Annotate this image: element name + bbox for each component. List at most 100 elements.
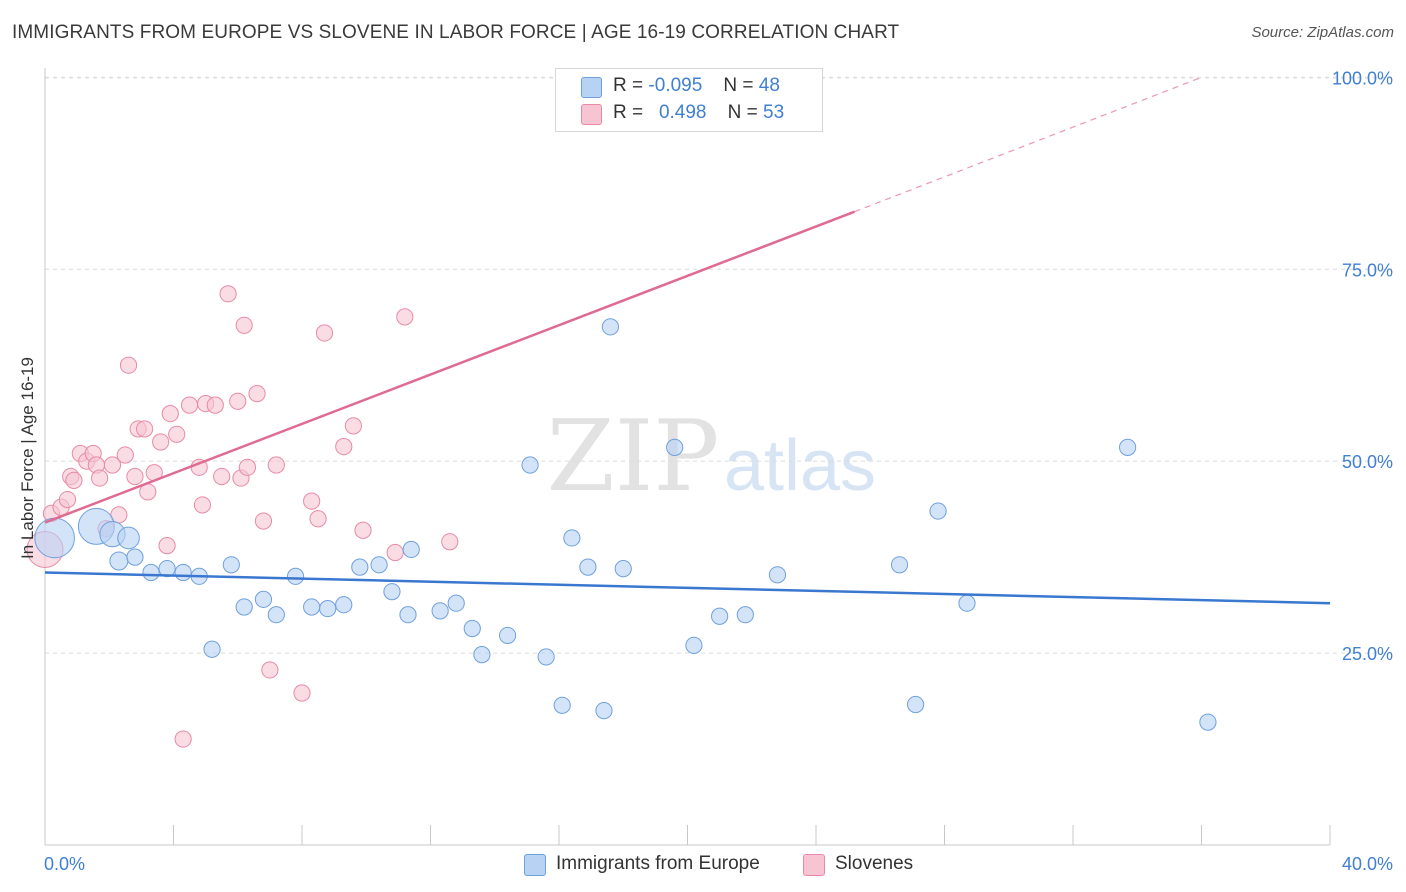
slovenes-point <box>58 490 77 509</box>
pink-swatch <box>581 104 602 125</box>
n-value: 48 <box>758 75 780 96</box>
correlation-legend: R = -0.095 N = 48 R = 0.498 N = 53 <box>555 68 823 132</box>
y-tick-label: 75.0% <box>1342 260 1393 280</box>
slovenes-point <box>213 467 231 486</box>
immigrants-point <box>447 594 465 612</box>
immigrants-point <box>431 602 449 620</box>
immigrants-point <box>1119 438 1137 456</box>
slovenes-point <box>335 437 353 456</box>
immigrants-point <box>235 598 253 616</box>
blue-swatch <box>524 854 546 876</box>
slovenes-point <box>309 510 327 528</box>
slovenes-trend-line <box>44 210 855 524</box>
immigrants-point <box>579 558 597 576</box>
slovenes-point <box>119 356 138 374</box>
immigrants-point <box>142 563 160 582</box>
slovenes-point <box>193 496 212 514</box>
immigrants-point <box>402 540 420 559</box>
immigrants-point <box>267 606 285 624</box>
axes <box>44 68 1331 846</box>
immigrants-point <box>929 502 947 520</box>
slovenes-trend-extension <box>854 76 1202 213</box>
slovenes-point <box>161 404 179 423</box>
slovenes-point <box>315 324 334 342</box>
immigrants-point <box>399 606 417 624</box>
blue-swatch <box>581 77 602 98</box>
immigrants-point <box>126 548 144 566</box>
y-tick-label: 100.0% <box>1332 68 1393 88</box>
immigrants-point <box>117 526 140 550</box>
slovenes-point <box>180 396 199 414</box>
immigrants-point <box>736 606 754 624</box>
slovenes-point <box>267 456 285 474</box>
immigrants-point <box>319 599 337 618</box>
watermark-atlas: atlas <box>724 426 876 506</box>
immigrants-point <box>174 563 192 582</box>
immigrants-point <box>370 556 388 574</box>
slovenes-point <box>91 469 109 487</box>
slovenes-point <box>135 420 154 438</box>
legend-label: Immigrants from Europe <box>556 853 760 874</box>
immigrants-point <box>351 558 369 576</box>
n-value: 53 <box>763 102 785 123</box>
slovenes-point <box>248 385 266 403</box>
immigrants-point <box>158 560 176 578</box>
r-label: R = <box>613 102 644 123</box>
slovenes-point <box>396 308 414 326</box>
immigrants-point <box>222 556 240 574</box>
immigrants-point <box>109 551 129 571</box>
n-label: N = <box>723 75 754 96</box>
n-label: N = <box>727 102 758 123</box>
slovenes-point <box>116 446 134 464</box>
y-tick-label: 50.0% <box>1342 452 1393 472</box>
watermark-zip: ZIP <box>547 400 720 514</box>
immigrants-point <box>1199 713 1217 731</box>
slovenes-point <box>158 537 176 555</box>
slovenes-point <box>344 417 362 435</box>
slovenes-point <box>206 396 224 414</box>
grid <box>45 76 1392 654</box>
slovenes-point <box>229 392 247 410</box>
immigrants-point <box>521 456 539 474</box>
immigrants-trend-line <box>44 571 1331 605</box>
slovenes-point <box>103 456 122 474</box>
slovenes-point <box>126 467 144 486</box>
immigrants-point <box>768 566 787 584</box>
immigrants-point <box>203 640 221 658</box>
immigrants-point <box>537 648 555 666</box>
slovenes-point <box>238 458 256 476</box>
tick-labels: 25.0% 50.0% 75.0% 100.0% 0.0% 40.0% <box>44 68 1393 874</box>
slovenes-point <box>65 471 83 489</box>
immigrants-point <box>614 560 632 578</box>
immigrants-point <box>34 517 75 559</box>
slovenes-point <box>293 684 311 702</box>
trend-lines <box>44 76 1331 605</box>
r-value: 0.498 <box>658 102 707 123</box>
y-axis-label: In Labor Force | Age 16-19 <box>18 357 37 559</box>
r-label: R = <box>613 75 644 96</box>
slovenes-point <box>303 492 321 510</box>
immigrants-point <box>383 583 401 601</box>
immigrants-point <box>286 567 305 585</box>
immigrants-point <box>335 596 353 614</box>
slovenes-point <box>354 521 372 539</box>
immigrants-point <box>685 636 703 655</box>
slovenes-point <box>168 425 186 443</box>
immigrants-point <box>499 626 517 645</box>
immigrants-point <box>601 318 620 336</box>
immigrants-point <box>553 696 571 714</box>
legend-label: Slovenes <box>835 853 914 874</box>
immigrants-point <box>473 646 491 664</box>
immigrants-point <box>958 594 976 612</box>
source-label: Source: ZipAtlas.com <box>1251 24 1394 41</box>
watermark: ZIP atlas <box>547 400 876 514</box>
pink-swatch <box>803 854 825 876</box>
slovenes-point <box>235 316 253 334</box>
y-tick-label: 25.0% <box>1342 644 1393 664</box>
immigrants-point <box>666 438 684 456</box>
x-tick-label: 0.0% <box>44 854 85 874</box>
immigrants-points <box>34 318 1217 731</box>
slovenes-point <box>174 730 192 748</box>
slovenes-point <box>254 512 273 530</box>
